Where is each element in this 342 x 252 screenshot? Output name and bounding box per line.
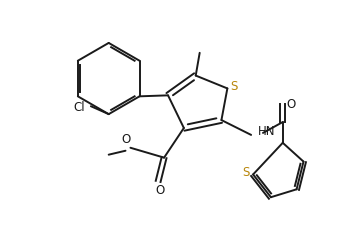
Text: S: S [231, 80, 238, 93]
Text: O: O [156, 184, 165, 197]
Text: Cl: Cl [73, 101, 85, 114]
Text: O: O [122, 133, 131, 146]
Text: O: O [286, 98, 295, 111]
Text: S: S [242, 166, 250, 179]
Text: HN: HN [258, 125, 276, 138]
